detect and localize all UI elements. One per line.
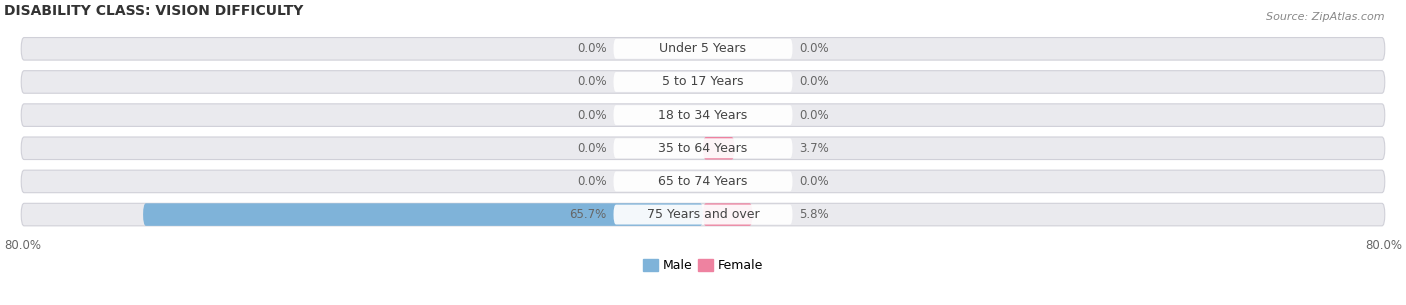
Text: 3.7%: 3.7% bbox=[799, 142, 830, 155]
FancyBboxPatch shape bbox=[703, 137, 734, 160]
Text: 0.0%: 0.0% bbox=[576, 142, 607, 155]
Text: 0.0%: 0.0% bbox=[576, 75, 607, 88]
FancyBboxPatch shape bbox=[21, 170, 1385, 193]
FancyBboxPatch shape bbox=[21, 38, 1385, 60]
Text: 80.0%: 80.0% bbox=[1365, 239, 1402, 252]
Text: 0.0%: 0.0% bbox=[576, 42, 607, 55]
Text: 0.0%: 0.0% bbox=[576, 109, 607, 122]
FancyBboxPatch shape bbox=[21, 203, 1385, 226]
FancyBboxPatch shape bbox=[613, 72, 793, 92]
FancyBboxPatch shape bbox=[21, 71, 1385, 93]
Text: 0.0%: 0.0% bbox=[799, 42, 830, 55]
FancyBboxPatch shape bbox=[613, 105, 793, 125]
Text: DISABILITY CLASS: VISION DIFFICULTY: DISABILITY CLASS: VISION DIFFICULTY bbox=[4, 4, 304, 18]
FancyBboxPatch shape bbox=[703, 203, 752, 226]
Text: 80.0%: 80.0% bbox=[4, 239, 41, 252]
Text: 18 to 34 Years: 18 to 34 Years bbox=[658, 109, 748, 122]
Text: 0.0%: 0.0% bbox=[799, 175, 830, 188]
Text: 5 to 17 Years: 5 to 17 Years bbox=[662, 75, 744, 88]
Text: 75 Years and over: 75 Years and over bbox=[647, 208, 759, 221]
FancyBboxPatch shape bbox=[613, 171, 793, 191]
FancyBboxPatch shape bbox=[613, 138, 793, 158]
Text: 65.7%: 65.7% bbox=[569, 208, 607, 221]
Text: 0.0%: 0.0% bbox=[799, 75, 830, 88]
Text: 65 to 74 Years: 65 to 74 Years bbox=[658, 175, 748, 188]
Text: Under 5 Years: Under 5 Years bbox=[659, 42, 747, 55]
FancyBboxPatch shape bbox=[21, 104, 1385, 126]
FancyBboxPatch shape bbox=[613, 39, 793, 59]
Text: 5.8%: 5.8% bbox=[799, 208, 830, 221]
FancyBboxPatch shape bbox=[143, 203, 703, 226]
Legend: Male, Female: Male, Female bbox=[638, 254, 768, 277]
Text: 0.0%: 0.0% bbox=[576, 175, 607, 188]
Text: Source: ZipAtlas.com: Source: ZipAtlas.com bbox=[1267, 12, 1385, 22]
FancyBboxPatch shape bbox=[613, 205, 793, 224]
Text: 35 to 64 Years: 35 to 64 Years bbox=[658, 142, 748, 155]
FancyBboxPatch shape bbox=[21, 137, 1385, 160]
Text: 0.0%: 0.0% bbox=[799, 109, 830, 122]
